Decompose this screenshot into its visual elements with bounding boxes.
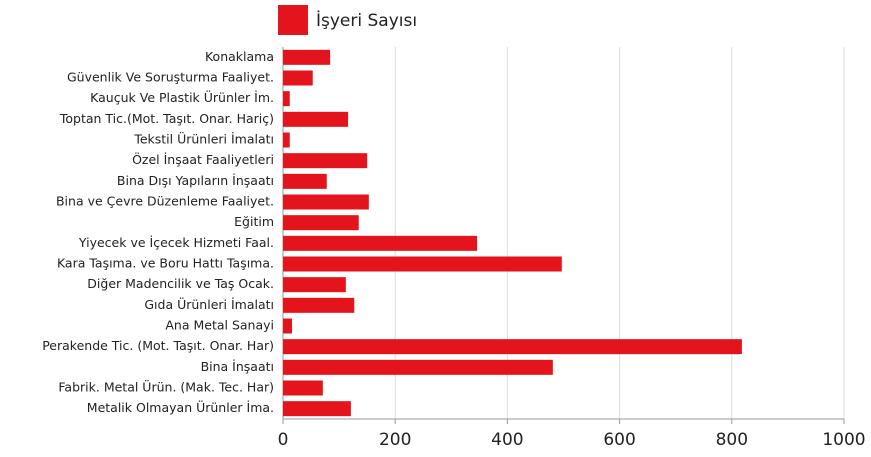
- bar: [283, 235, 478, 251]
- legend-label: İşyeri Sayısı: [316, 10, 417, 31]
- y-tick-label: Kauçuk Ve Plastik Ürünler İm.: [90, 89, 274, 105]
- bar: [283, 277, 346, 293]
- y-tick-label: Yiyecek ve İçecek Hizmeti Faal.: [78, 235, 274, 250]
- y-tick-label: Metalik Olmayan Ürünler İma.: [87, 399, 274, 415]
- y-tick-label: Ana Metal Sanayi: [165, 318, 274, 333]
- y-tick-label: Güvenlik Ve Soruşturma Faaliyet.: [67, 70, 274, 85]
- x-tick-label: 1000: [822, 430, 865, 450]
- y-tick-label: Gıda Ürünleri İmalatı: [144, 296, 274, 312]
- x-tick-label: 0: [278, 430, 289, 450]
- bar: [283, 132, 290, 148]
- bar: [283, 91, 290, 107]
- bar: [283, 318, 292, 334]
- bar: [283, 359, 553, 375]
- y-tick-label: Bina İnşaatı: [201, 359, 274, 374]
- y-tick-label: Tekstil Ürünleri İmalatı: [133, 131, 274, 147]
- y-tick-label: Toptan Tic.(Mot. Taşıt. Onar. Hariç): [59, 111, 274, 126]
- bar: [283, 256, 562, 272]
- bar: [283, 111, 349, 127]
- bar: [283, 380, 323, 396]
- y-tick-label: Bina ve Çevre Düzenleme Faaliyet.: [56, 194, 274, 209]
- y-tick-label: Bina Dışı Yapıların İnşaatı: [117, 173, 274, 188]
- x-tick-label: 400: [491, 430, 523, 450]
- x-tick-label: 800: [716, 430, 748, 450]
- y-tick-label: Diğer Madencilik ve Taş Ocak.: [87, 276, 274, 291]
- bar: [283, 153, 368, 169]
- bar: [283, 215, 359, 231]
- y-tick-label: Konaklama: [205, 49, 274, 64]
- bar: [283, 297, 355, 313]
- y-tick-label: Özel İnşaat Faaliyetleri: [132, 151, 274, 167]
- bar: [283, 49, 331, 65]
- bar: [283, 173, 327, 189]
- x-tick-label: 200: [379, 430, 411, 450]
- y-tick-label: Perakende Tic. (Mot. Taşıt. Onar. Har): [42, 338, 274, 353]
- y-tick-label: Fabrik. Metal Ürün. (Mak. Tec. Har): [58, 379, 274, 395]
- x-tick-label: 600: [603, 430, 635, 450]
- bar: [283, 339, 742, 355]
- y-tick-label: Kara Taşıma. ve Boru Hattı Taşıma.: [57, 256, 274, 271]
- bar: [283, 401, 351, 417]
- legend-swatch: [278, 5, 308, 35]
- bar: [283, 194, 369, 210]
- bar: [283, 70, 313, 86]
- y-tick-label: Eğitim: [234, 214, 274, 229]
